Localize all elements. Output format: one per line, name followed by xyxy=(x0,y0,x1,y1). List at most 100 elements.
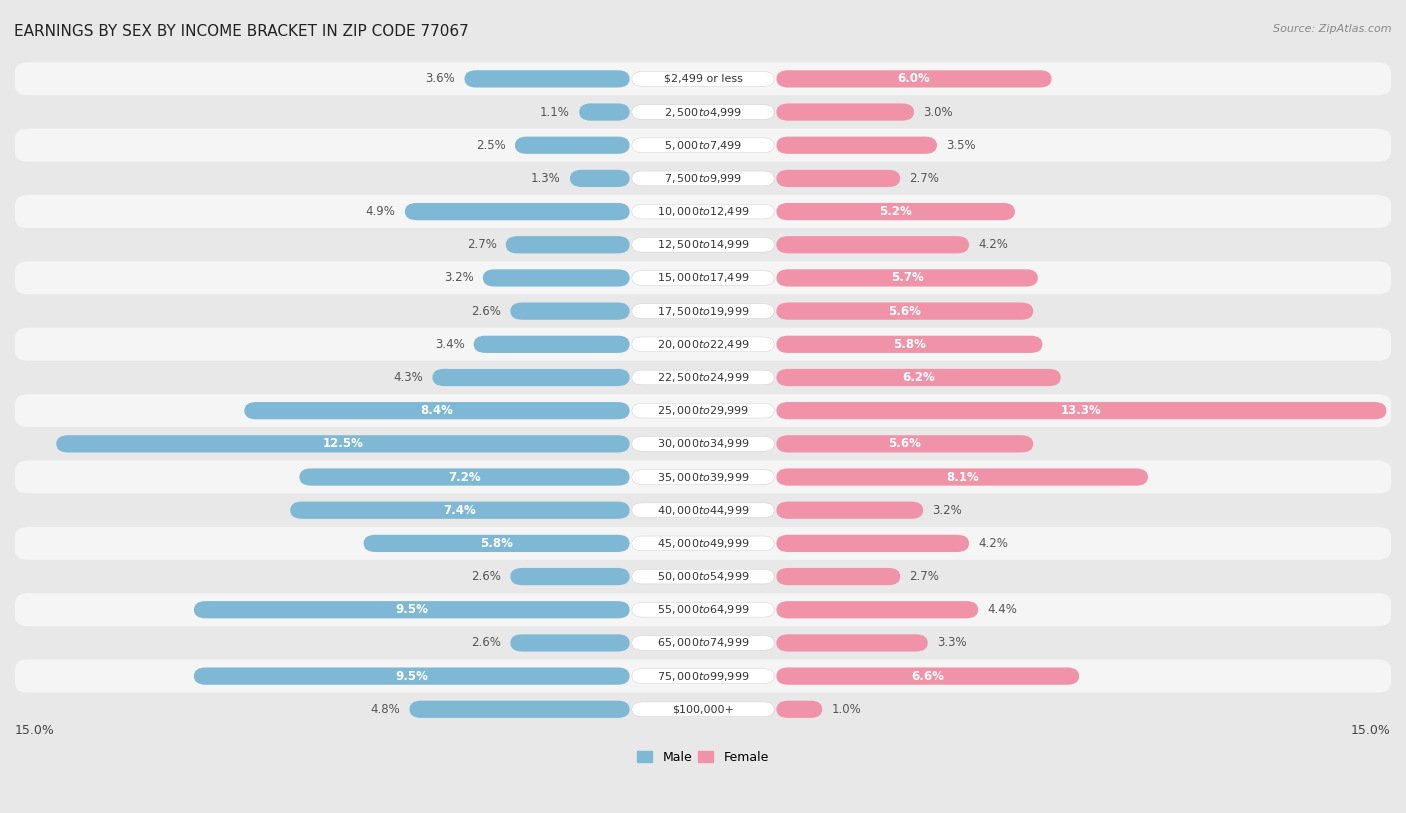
FancyBboxPatch shape xyxy=(245,402,630,420)
FancyBboxPatch shape xyxy=(15,659,1391,693)
FancyBboxPatch shape xyxy=(631,370,775,385)
FancyBboxPatch shape xyxy=(482,269,630,286)
FancyBboxPatch shape xyxy=(631,602,775,617)
FancyBboxPatch shape xyxy=(776,302,1033,320)
FancyBboxPatch shape xyxy=(776,203,1015,220)
Text: 15.0%: 15.0% xyxy=(15,724,55,737)
Text: $5,000 to $7,499: $5,000 to $7,499 xyxy=(664,139,742,152)
Text: $7,500 to $9,999: $7,500 to $9,999 xyxy=(664,172,742,185)
FancyBboxPatch shape xyxy=(631,403,775,418)
Text: 6.6%: 6.6% xyxy=(911,670,945,683)
Text: $2,500 to $4,999: $2,500 to $4,999 xyxy=(664,106,742,119)
FancyBboxPatch shape xyxy=(409,701,630,718)
FancyBboxPatch shape xyxy=(776,468,1147,485)
Text: 3.4%: 3.4% xyxy=(434,338,464,351)
FancyBboxPatch shape xyxy=(631,536,775,550)
FancyBboxPatch shape xyxy=(15,626,1391,659)
FancyBboxPatch shape xyxy=(364,535,630,552)
Text: 2.6%: 2.6% xyxy=(471,637,501,650)
Text: 15.0%: 15.0% xyxy=(1351,724,1391,737)
FancyBboxPatch shape xyxy=(776,269,1038,286)
FancyBboxPatch shape xyxy=(506,236,630,254)
FancyBboxPatch shape xyxy=(776,103,914,120)
Text: $45,000 to $49,999: $45,000 to $49,999 xyxy=(657,537,749,550)
Text: 1.1%: 1.1% xyxy=(540,106,569,119)
Text: Source: ZipAtlas.com: Source: ZipAtlas.com xyxy=(1274,24,1392,34)
FancyBboxPatch shape xyxy=(631,470,775,485)
FancyBboxPatch shape xyxy=(776,701,823,718)
Text: $50,000 to $54,999: $50,000 to $54,999 xyxy=(657,570,749,583)
Text: 5.8%: 5.8% xyxy=(893,338,925,351)
FancyBboxPatch shape xyxy=(15,261,1391,294)
Text: 2.6%: 2.6% xyxy=(471,305,501,318)
FancyBboxPatch shape xyxy=(290,502,630,519)
FancyBboxPatch shape xyxy=(631,304,775,319)
FancyBboxPatch shape xyxy=(15,294,1391,328)
Text: 2.5%: 2.5% xyxy=(477,139,506,152)
Text: 6.2%: 6.2% xyxy=(903,371,935,384)
FancyBboxPatch shape xyxy=(579,103,630,120)
FancyBboxPatch shape xyxy=(405,203,630,220)
FancyBboxPatch shape xyxy=(15,228,1391,261)
FancyBboxPatch shape xyxy=(776,236,969,254)
Text: 2.6%: 2.6% xyxy=(471,570,501,583)
FancyBboxPatch shape xyxy=(15,328,1391,361)
Text: 4.8%: 4.8% xyxy=(371,702,401,715)
Text: 4.2%: 4.2% xyxy=(979,537,1008,550)
FancyBboxPatch shape xyxy=(776,667,1080,685)
Text: $75,000 to $99,999: $75,000 to $99,999 xyxy=(657,670,749,683)
Text: 9.5%: 9.5% xyxy=(395,670,429,683)
Text: 2.7%: 2.7% xyxy=(910,570,939,583)
Text: 3.2%: 3.2% xyxy=(932,504,962,517)
FancyBboxPatch shape xyxy=(515,137,630,154)
Text: 5.6%: 5.6% xyxy=(889,437,921,450)
FancyBboxPatch shape xyxy=(15,460,1391,493)
Text: 5.8%: 5.8% xyxy=(481,537,513,550)
FancyBboxPatch shape xyxy=(433,369,630,386)
Text: $65,000 to $74,999: $65,000 to $74,999 xyxy=(657,637,749,650)
Text: 5.2%: 5.2% xyxy=(879,205,912,218)
FancyBboxPatch shape xyxy=(631,702,775,716)
Text: $15,000 to $17,499: $15,000 to $17,499 xyxy=(657,272,749,285)
FancyBboxPatch shape xyxy=(631,138,775,153)
FancyBboxPatch shape xyxy=(776,336,1042,353)
Text: $25,000 to $29,999: $25,000 to $29,999 xyxy=(657,404,749,417)
FancyBboxPatch shape xyxy=(474,336,630,353)
Text: 3.2%: 3.2% xyxy=(444,272,474,285)
Text: 3.5%: 3.5% xyxy=(946,139,976,152)
FancyBboxPatch shape xyxy=(631,669,775,684)
FancyBboxPatch shape xyxy=(631,569,775,584)
FancyBboxPatch shape xyxy=(776,435,1033,453)
FancyBboxPatch shape xyxy=(631,237,775,252)
FancyBboxPatch shape xyxy=(15,195,1391,228)
FancyBboxPatch shape xyxy=(15,128,1391,162)
FancyBboxPatch shape xyxy=(15,593,1391,626)
Text: $22,500 to $24,999: $22,500 to $24,999 xyxy=(657,371,749,384)
FancyBboxPatch shape xyxy=(776,568,900,585)
Text: $10,000 to $12,499: $10,000 to $12,499 xyxy=(657,205,749,218)
Text: 7.4%: 7.4% xyxy=(443,504,477,517)
FancyBboxPatch shape xyxy=(510,568,630,585)
Text: $40,000 to $44,999: $40,000 to $44,999 xyxy=(657,504,749,517)
FancyBboxPatch shape xyxy=(15,361,1391,394)
Text: 3.0%: 3.0% xyxy=(924,106,953,119)
Text: $17,500 to $19,999: $17,500 to $19,999 xyxy=(657,305,749,318)
FancyBboxPatch shape xyxy=(15,95,1391,128)
Text: $55,000 to $64,999: $55,000 to $64,999 xyxy=(657,603,749,616)
FancyBboxPatch shape xyxy=(776,502,924,519)
Text: 2.7%: 2.7% xyxy=(910,172,939,185)
FancyBboxPatch shape xyxy=(631,503,775,518)
Text: 2.7%: 2.7% xyxy=(467,238,496,251)
FancyBboxPatch shape xyxy=(569,170,630,187)
FancyBboxPatch shape xyxy=(776,70,1052,88)
FancyBboxPatch shape xyxy=(15,560,1391,593)
FancyBboxPatch shape xyxy=(510,634,630,651)
FancyBboxPatch shape xyxy=(631,337,775,352)
FancyBboxPatch shape xyxy=(15,394,1391,428)
Legend: Male, Female: Male, Female xyxy=(633,746,773,768)
Text: 3.3%: 3.3% xyxy=(936,637,966,650)
Text: 5.6%: 5.6% xyxy=(889,305,921,318)
Text: 3.6%: 3.6% xyxy=(426,72,456,85)
Text: 9.5%: 9.5% xyxy=(395,603,429,616)
Text: 7.2%: 7.2% xyxy=(449,471,481,484)
